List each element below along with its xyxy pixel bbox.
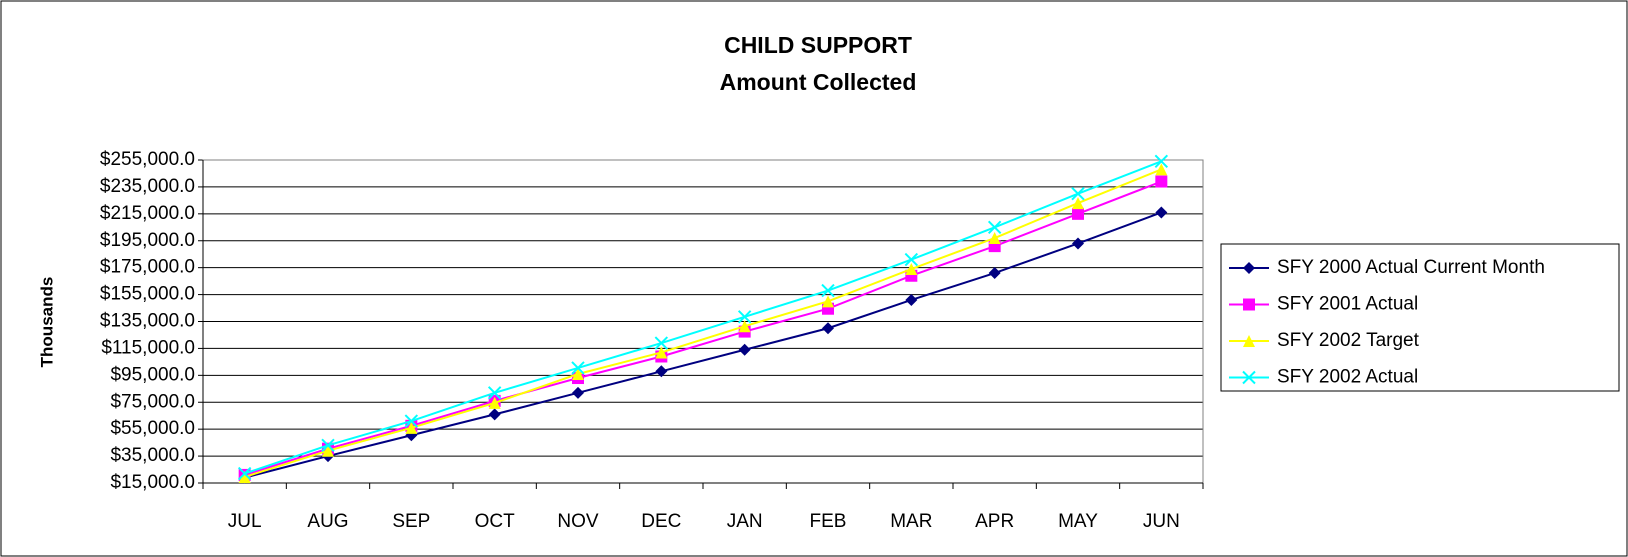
legend-label: SFY 2002 Target bbox=[1277, 330, 1420, 351]
y-tick-label: $15,000.0 bbox=[110, 472, 195, 493]
marker bbox=[1155, 206, 1168, 219]
y-tick-label: $235,000.0 bbox=[100, 176, 195, 197]
y-tick-label: $55,000.0 bbox=[110, 418, 195, 439]
legend-marker bbox=[1243, 262, 1255, 274]
marker bbox=[322, 444, 334, 457]
y-axis-label: Thousands bbox=[37, 277, 56, 368]
legend-label: SFY 2001 Actual bbox=[1277, 294, 1418, 315]
y-tick-label: $135,000.0 bbox=[100, 311, 195, 332]
marker bbox=[904, 252, 919, 267]
y-tick-label: $255,000.0 bbox=[100, 149, 195, 170]
series-line bbox=[244, 211, 1162, 479]
x-tick-label: JUN bbox=[1143, 511, 1180, 532]
marker bbox=[237, 466, 252, 481]
x-tick-label: AUG bbox=[307, 511, 348, 532]
y-tick-label: $75,000.0 bbox=[110, 391, 195, 412]
x-tick-label: DEC bbox=[641, 511, 681, 532]
marker bbox=[987, 220, 1002, 234]
marker bbox=[822, 322, 834, 335]
y-tick-label: $175,000.0 bbox=[100, 257, 195, 278]
chart-subtitle: Amount Collected bbox=[720, 69, 917, 95]
series-line bbox=[244, 168, 1162, 478]
marker bbox=[405, 421, 418, 434]
x-tick-label: JUL bbox=[228, 511, 262, 532]
marker bbox=[572, 367, 584, 380]
x-tick-label: NOV bbox=[557, 511, 599, 532]
marker bbox=[988, 232, 1001, 245]
series-line bbox=[244, 180, 1162, 476]
chart-title: CHILD SUPPORT bbox=[724, 32, 912, 58]
marker bbox=[1072, 197, 1084, 210]
y-tick-label: $215,000.0 bbox=[100, 203, 195, 224]
marker bbox=[571, 361, 585, 375]
marker bbox=[655, 365, 668, 378]
marker bbox=[905, 263, 918, 276]
marker bbox=[572, 386, 584, 399]
marker bbox=[1072, 207, 1084, 220]
y-tick-label: $95,000.0 bbox=[110, 364, 195, 385]
marker bbox=[488, 396, 501, 409]
x-tick-label: FEB bbox=[810, 511, 847, 532]
marker bbox=[905, 293, 918, 306]
marker bbox=[487, 386, 502, 400]
marker bbox=[738, 320, 751, 333]
y-tick-label: $195,000.0 bbox=[100, 230, 195, 251]
marker bbox=[821, 283, 835, 298]
legend-label: SFY 2000 Actual Current Month bbox=[1277, 257, 1545, 278]
marker bbox=[655, 346, 668, 359]
marker bbox=[1155, 163, 1168, 176]
x-tick-label: SEP bbox=[392, 511, 430, 532]
marker bbox=[238, 470, 251, 483]
marker bbox=[1071, 186, 1085, 201]
marker bbox=[737, 310, 752, 324]
legend-marker bbox=[1243, 335, 1255, 347]
x-tick-label: MAY bbox=[1058, 511, 1098, 532]
y-tick-label: $115,000.0 bbox=[101, 337, 195, 358]
legend-marker bbox=[1242, 370, 1256, 385]
x-tick-label: OCT bbox=[475, 511, 516, 532]
marker bbox=[321, 438, 335, 453]
marker bbox=[1154, 154, 1169, 169]
legend-marker bbox=[1243, 298, 1255, 311]
legend-label: SFY 2002 Actual bbox=[1277, 367, 1418, 388]
marker bbox=[654, 336, 669, 350]
marker bbox=[404, 414, 419, 428]
marker bbox=[822, 295, 834, 308]
marker bbox=[738, 343, 751, 356]
y-tick-label: $35,000.0 bbox=[110, 445, 195, 466]
series-line bbox=[244, 160, 1162, 475]
legend-box bbox=[1220, 243, 1620, 392]
marker bbox=[1072, 237, 1084, 250]
x-tick-label: JAN bbox=[727, 511, 763, 532]
marker bbox=[488, 408, 501, 421]
marker bbox=[1155, 175, 1168, 188]
x-tick-label: APR bbox=[975, 511, 1014, 532]
x-tick-label: MAR bbox=[890, 511, 932, 532]
marker bbox=[988, 267, 1001, 280]
y-tick-label: $155,000.0 bbox=[100, 284, 195, 305]
